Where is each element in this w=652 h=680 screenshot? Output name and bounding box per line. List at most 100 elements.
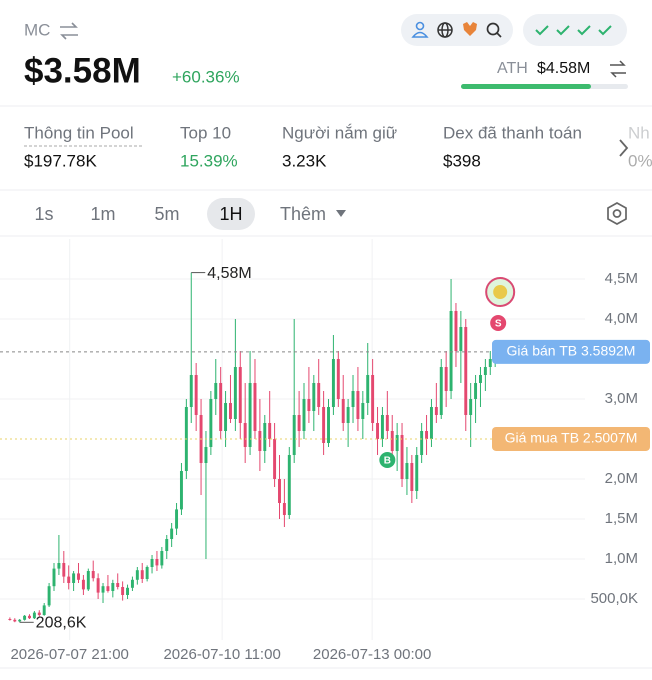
- candle-body: [209, 399, 213, 447]
- candle-body: [57, 563, 61, 569]
- candle-body: [268, 423, 272, 439]
- dropdown-arrow[interactable]: [336, 210, 346, 217]
- stat-value: 0%: [628, 151, 652, 170]
- x-tick-label: 2026-07-07 21:00: [10, 646, 128, 663]
- buy-marker[interactable]: [379, 452, 396, 468]
- candle-body: [219, 383, 223, 431]
- x-tick-label: 2026-07-13 00:00: [313, 646, 431, 663]
- reference-label: Giá bán TB 3.5892M: [507, 343, 636, 359]
- candle-body: [145, 567, 149, 579]
- candle-body: [121, 587, 125, 595]
- candle-body: [434, 407, 438, 415]
- candle-body: [37, 612, 41, 615]
- candle-body: [263, 423, 267, 451]
- annotation-label: 4,58M: [207, 265, 251, 282]
- candle-body: [23, 615, 27, 620]
- sell-marker-label: S: [495, 319, 502, 330]
- candle-body: [96, 578, 100, 593]
- candle-body: [32, 612, 36, 619]
- settings-icon[interactable]: [607, 202, 627, 225]
- candle-body: [179, 471, 183, 510]
- candle-body: [380, 415, 384, 439]
- candle-body: [243, 423, 247, 447]
- candle-body: [429, 407, 433, 439]
- candle-body: [410, 463, 414, 491]
- candle-body: [91, 571, 95, 579]
- candle-body: [483, 367, 487, 375]
- tab[interactable]: 1m: [90, 204, 115, 224]
- mc-change: +60.36%: [172, 67, 240, 86]
- candle-body: [140, 570, 144, 579]
- tab[interactable]: 1s: [34, 204, 53, 224]
- candle-body: [376, 423, 379, 439]
- candle-body: [459, 327, 463, 351]
- sell-marker[interactable]: [490, 315, 507, 331]
- candle-body: [292, 415, 296, 455]
- ath-label: ATH: [497, 60, 528, 77]
- candle-body: [106, 586, 110, 591]
- candle-body: [165, 539, 169, 551]
- candle-body: [67, 576, 71, 583]
- mc-price: $3.58M: [24, 51, 141, 90]
- icon-pill[interactable]: [401, 14, 513, 46]
- stat-label: Người nắm giữ: [282, 123, 397, 142]
- candle-body: [371, 375, 375, 423]
- candle-body: [18, 619, 22, 622]
- search-icon: [486, 22, 502, 38]
- candle-body: [52, 568, 56, 587]
- tab[interactable]: Thêm: [280, 204, 326, 224]
- avatar-face: [493, 285, 508, 299]
- stat-value: 3.23K: [282, 151, 327, 170]
- candle-body: [346, 407, 350, 423]
- candle-body: [322, 407, 326, 443]
- candle-body: [312, 383, 316, 411]
- x-tick-label: 2026-07-10 11:00: [163, 646, 280, 663]
- candle-body: [248, 383, 252, 447]
- tab-selected-bg[interactable]: [207, 198, 255, 230]
- candle-body: [420, 431, 424, 455]
- candle-body: [170, 528, 174, 539]
- tab[interactable]: 5m: [154, 204, 179, 224]
- candle-body: [155, 559, 159, 566]
- globe-icon: [437, 22, 453, 38]
- candle-body: [224, 403, 228, 431]
- candle-body: [150, 559, 154, 567]
- candle-body: [395, 435, 399, 451]
- chart: 500,0K 1,0M 1,5M 2,0M 3,0M 4,0M 4,5M 2026-07-07…: [0, 239, 650, 663]
- ath-progress: [461, 84, 591, 89]
- candle-body: [297, 415, 301, 431]
- candle-body: [341, 399, 345, 423]
- candle-body: [278, 479, 281, 503]
- candle-body: [454, 311, 458, 351]
- candle-body: [47, 586, 51, 606]
- candle-body: [331, 359, 335, 407]
- candle-body: [258, 431, 262, 451]
- candle-body: [474, 383, 478, 399]
- check-pill[interactable]: [523, 14, 627, 46]
- stat-label: Nh: [628, 123, 650, 142]
- candle-body: [229, 403, 232, 419]
- y-tick-label: 1,0M: [605, 550, 638, 567]
- y-tick-label: 4,0M: [605, 310, 638, 327]
- candle-body: [204, 447, 208, 463]
- ath-swap-icon[interactable]: [610, 60, 626, 78]
- y-tick-label: 500,0K: [590, 590, 638, 607]
- candle-body: [62, 563, 66, 577]
- candle-body: [126, 587, 129, 595]
- candle-body: [302, 399, 306, 431]
- reference-badge: [492, 339, 650, 364]
- candle-body: [449, 311, 453, 391]
- candle-body: [400, 435, 404, 479]
- candle-body: [351, 391, 355, 407]
- fox-icon: [463, 22, 477, 36]
- chevron-right[interactable]: [619, 139, 629, 157]
- candle-body: [135, 570, 139, 580]
- candle-body: [385, 415, 389, 431]
- tab-selected[interactable]: 1H: [219, 204, 242, 224]
- swap-icon[interactable]: [60, 22, 78, 40]
- candle-body: [214, 383, 218, 399]
- check-icons: [535, 25, 612, 36]
- stat-label: Top 10: [180, 123, 231, 142]
- candle-body: [479, 375, 482, 383]
